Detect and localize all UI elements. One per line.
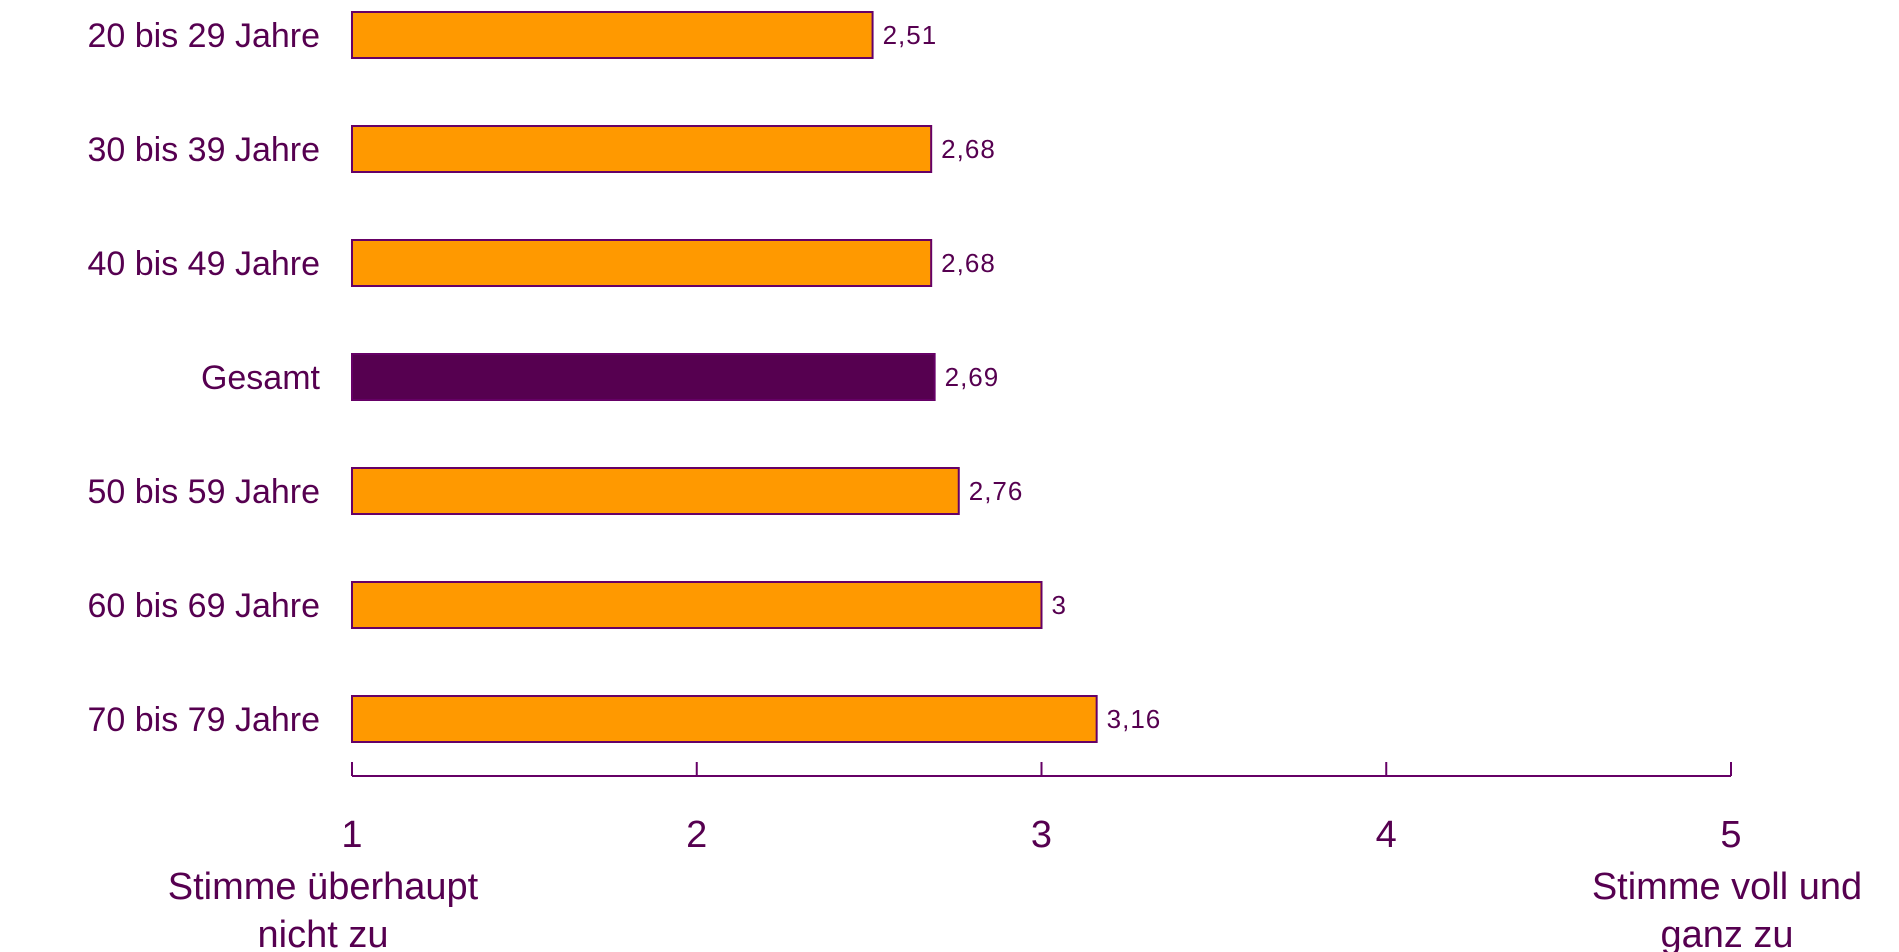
bars-layer (351, 11, 1098, 743)
category-label: 40 bis 49 Jahre (88, 245, 321, 283)
x-ticks: 1 2 3 4 5 (341, 762, 1742, 856)
bar-6 (351, 581, 1043, 629)
category-label: 30 bis 39 Jahre (88, 131, 321, 169)
value-label: 3 (1052, 590, 1067, 620)
category-label: 60 bis 69 Jahre (88, 587, 321, 625)
category-label: Gesamt (201, 359, 321, 397)
bar-5 (351, 467, 960, 515)
value-label: 2,68 (941, 248, 996, 278)
bar-3 (351, 239, 933, 287)
value-labels: 2,51 2,68 2,68 2,69 2,76 3 3,16 (883, 20, 1162, 734)
scale-high-label-line-1: Stimme voll und (1592, 866, 1862, 908)
value-label: 2,68 (941, 134, 996, 164)
category-label: 50 bis 59 Jahre (88, 473, 321, 511)
x-axis: 1 2 3 4 5 (341, 762, 1742, 856)
scale-low-label-line-2: nicht zu (258, 914, 389, 952)
category-label: 70 bis 79 Jahre (88, 701, 321, 739)
category-label: 20 bis 29 Jahre (88, 17, 321, 55)
bar-4 (351, 353, 936, 401)
scale-low-label-line-1: Stimme überhaupt (168, 866, 479, 908)
value-label: 3,16 (1107, 704, 1162, 734)
x-tick-label: 1 (341, 814, 362, 856)
bar-7 (351, 695, 1098, 743)
x-tick-label: 2 (686, 814, 707, 856)
x-tick-label: 3 (1031, 814, 1052, 856)
x-tick-label: 5 (1720, 814, 1741, 856)
category-labels: 20 bis 29 Jahre 30 bis 39 Jahre 40 bis 49 … (88, 17, 321, 739)
x-tick-label: 4 (1376, 814, 1397, 856)
value-label: 2,76 (969, 476, 1024, 506)
bar-1 (351, 11, 874, 59)
scale-high-label-line-2: ganz zu (1660, 914, 1793, 952)
value-label: 2,69 (945, 362, 1000, 392)
bar-2 (351, 125, 933, 173)
value-label: 2,51 (883, 20, 938, 50)
